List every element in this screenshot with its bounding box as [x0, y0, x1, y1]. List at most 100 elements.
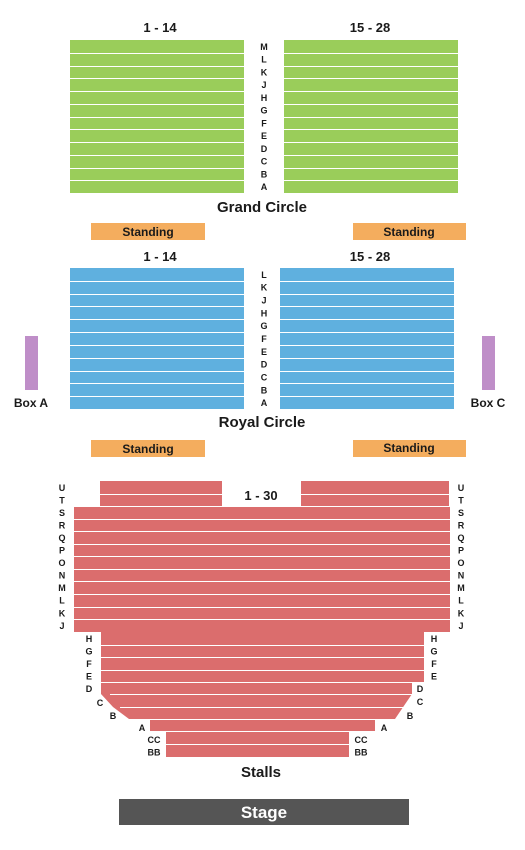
stage: Stage [119, 799, 409, 825]
row-label: Q [457, 533, 464, 543]
standing-lower-left-label: Standing [122, 442, 173, 456]
royal-circle-row-dividers [70, 281, 454, 397]
grand-circle-row-dividers [70, 53, 458, 181]
row-label: F [261, 118, 267, 128]
row-label: L [261, 55, 267, 65]
row-label: H [431, 634, 438, 644]
row-label: N [59, 571, 66, 581]
row-label: A [381, 723, 388, 733]
stalls-row-labels: U UT TS SR RQ QP PO ON NM ML LK KJ JH HG GF FE ED DC CB BA A… [58, 483, 465, 758]
standing-lower-right[interactable] [353, 440, 466, 457]
stage-block [119, 799, 409, 825]
standing-upper: Standing Standing [91, 223, 466, 240]
royal-circle-right-range: 15 - 28 [350, 249, 390, 264]
row-label: F [86, 659, 92, 669]
royal-circle-left-range: 1 - 14 [143, 249, 177, 264]
box-c-label: Box C [471, 396, 506, 410]
row-label: A [261, 182, 268, 192]
row-label: A [261, 398, 268, 408]
row-label: A [139, 723, 146, 733]
row-label: B [261, 169, 268, 179]
row-label: O [457, 558, 464, 568]
row-label: BB [355, 748, 368, 758]
row-label: Q [58, 533, 65, 543]
stage-label: Stage [241, 803, 287, 822]
row-label: T [59, 495, 65, 505]
grand-circle-left-range: 1 - 14 [143, 20, 177, 35]
row-label: M [58, 583, 66, 593]
row-label: G [260, 106, 267, 116]
row-label: BB [148, 748, 161, 758]
row-label: K [458, 608, 465, 618]
row-label: H [261, 308, 268, 318]
standing-upper-left-label: Standing [122, 225, 173, 239]
row-label: J [261, 296, 266, 306]
row-label: O [58, 558, 65, 568]
stalls-range: 1 - 30 [244, 488, 277, 503]
row-label: B [407, 711, 414, 721]
row-label: F [431, 659, 437, 669]
row-label: S [458, 508, 464, 518]
row-label: L [59, 596, 65, 606]
row-label: G [85, 646, 92, 656]
row-label: E [261, 347, 267, 357]
row-label: P [59, 546, 65, 556]
row-label: B [261, 385, 268, 395]
row-label: CC [148, 735, 161, 745]
standing-lower-left[interactable] [91, 440, 205, 457]
standing-upper-right[interactable] [353, 223, 466, 240]
box-a-label: Box A [14, 396, 49, 410]
box-a[interactable] [25, 336, 38, 390]
row-label: U [458, 483, 465, 493]
row-label: R [458, 520, 465, 530]
row-label: CC [355, 735, 368, 745]
row-label: D [86, 684, 93, 694]
row-label: H [86, 634, 93, 644]
grand-circle-title: Grand Circle [217, 199, 307, 216]
row-label: N [458, 571, 465, 581]
row-label: M [457, 583, 465, 593]
stalls-title: Stalls [241, 764, 281, 781]
row-label: L [458, 596, 464, 606]
row-label: K [261, 67, 268, 77]
royal-circle-title: Royal Circle [219, 414, 306, 431]
stalls-row-dividers [74, 494, 450, 745]
grand-circle-right-range: 15 - 28 [350, 20, 390, 35]
box-c[interactable] [482, 336, 495, 390]
royal-circle-right-block[interactable] [280, 268, 454, 409]
row-label: M [260, 42, 268, 52]
grand-circle-right-block[interactable] [284, 40, 458, 193]
row-label: E [86, 671, 92, 681]
row-label: C [417, 697, 424, 707]
royal-circle-left-block[interactable] [70, 268, 244, 409]
row-label: D [417, 684, 424, 694]
row-label: G [260, 321, 267, 331]
row-label: G [430, 646, 437, 656]
row-label: D [261, 144, 268, 154]
row-label: D [261, 360, 268, 370]
row-label: P [458, 546, 464, 556]
row-label: L [261, 270, 267, 280]
row-label: J [458, 621, 463, 631]
grand-circle-left-block[interactable] [70, 40, 244, 193]
standing-upper-right-label: Standing [383, 225, 434, 239]
row-label: H [261, 93, 268, 103]
row-label: T [458, 495, 464, 505]
standing-upper-left[interactable] [91, 223, 205, 240]
row-label: C [261, 372, 268, 382]
standing-lower: Standing Standing [91, 440, 466, 457]
row-label: F [261, 334, 267, 344]
boxes: Box A Box C [14, 336, 506, 410]
row-label: C [261, 157, 268, 167]
row-label: J [261, 80, 266, 90]
stalls-section: U UT TS SR RQ QP PO ON NM ML LK KJ JH HG GF FE ED DC CB BA A… [58, 481, 465, 781]
row-label: U [59, 483, 66, 493]
row-label: E [261, 131, 267, 141]
row-label: B [110, 711, 117, 721]
row-label: C [97, 698, 104, 708]
